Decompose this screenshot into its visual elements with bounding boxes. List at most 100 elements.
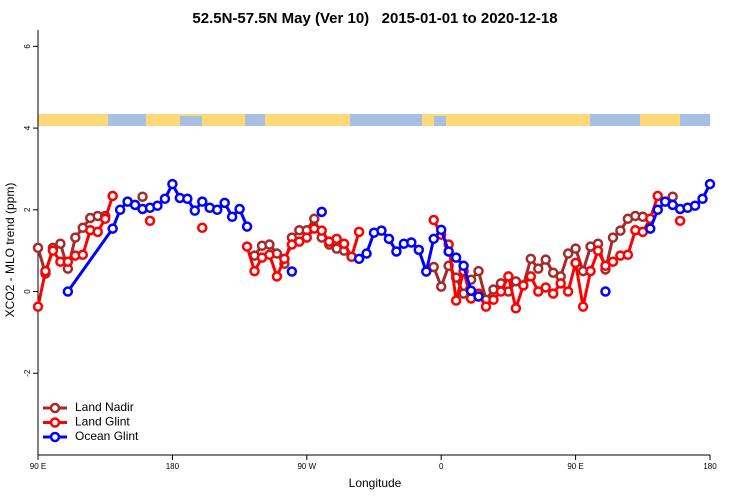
data-point [652,204,663,216]
data-point [331,233,342,245]
legend-marker [49,417,61,428]
data-point [264,239,275,250]
data-point [241,221,253,232]
data-point [473,291,484,302]
data-point [503,271,514,282]
data-point [55,238,66,249]
data-point [92,226,103,238]
data-point [316,225,327,236]
data-point [443,246,454,257]
y-tick-label: 2 [23,207,32,212]
data-point [226,211,238,223]
data-point [70,232,81,243]
y-tick-label: 4 [23,125,32,130]
data-point [607,232,619,243]
data-point [652,190,663,202]
y-tick-label: 6 [23,44,32,49]
data-point [645,223,656,234]
data-point [667,199,678,211]
data-point [525,271,537,282]
data-point [622,249,634,261]
data-point [562,248,574,259]
legend-marker [49,402,61,414]
data-point [309,213,320,225]
data-point [435,224,447,236]
data-point [264,249,275,261]
data-point [570,257,581,269]
data-point [562,286,574,297]
data-point [294,236,305,247]
data-point [32,301,44,312]
data-point [144,215,156,227]
data-point [428,233,439,245]
data-point [47,245,59,256]
data-point [383,233,395,245]
data-point [129,199,141,211]
data-point [488,294,499,305]
data-point [435,281,447,292]
ocean-band [680,114,710,126]
data-point [271,271,283,282]
data-point [40,265,51,277]
data-point [62,256,74,267]
data-point [32,242,44,254]
data-point [406,237,417,248]
data-point [197,222,208,234]
data-point [495,286,507,297]
data-point [480,301,492,312]
data-point [704,178,716,190]
legend-marker [49,431,61,443]
data-point [413,244,425,256]
data-point [473,265,484,277]
x-tick-label: 90 E [567,462,583,471]
data-point [674,215,686,227]
x-tick-label: 180 [703,462,717,471]
data-point [137,191,148,202]
ocean-band [434,116,446,126]
data-point [107,223,118,234]
data-point [600,286,611,297]
data-point [114,204,126,216]
x-axis-label: Longitude [349,476,402,490]
data-point [428,214,439,226]
ocean-band [245,114,265,126]
data-point [533,286,544,297]
data-point [592,245,604,256]
data-point [525,253,537,265]
x-tick-label: 180 [166,462,180,471]
data-point [152,200,163,211]
data-point [107,190,118,202]
data-point [540,282,551,293]
data-point [465,285,477,296]
data-point [189,205,201,216]
data-point [585,265,596,277]
data-point [428,261,439,273]
data-point [211,204,223,216]
data-point [338,238,350,249]
legend-label: Ocean Glint [75,429,139,443]
data-point [182,193,193,205]
data-point [316,206,327,218]
data-point [391,246,402,257]
legend-label: Land Nadir [75,400,134,414]
y-tick-label: 0 [23,289,32,294]
data-point [279,253,290,265]
data-point [353,253,365,265]
chart-title: 52.5N-57.5N May (Ver 10) 2015-01-01 to 2… [192,10,557,27]
data-point [234,203,245,215]
data-point [77,249,89,261]
y-tick-label: -2 [23,369,32,377]
ocean-band [108,114,146,126]
data-point [301,232,313,243]
data-point [510,303,522,314]
data-point [450,295,462,306]
series [62,178,716,302]
data-point [697,193,708,205]
data-point [167,178,178,190]
x-tick-label: 0 [439,462,444,471]
data-point [510,276,522,287]
map-strip [38,114,710,126]
series [32,190,686,314]
data-point [62,286,74,297]
data-point [219,197,230,209]
